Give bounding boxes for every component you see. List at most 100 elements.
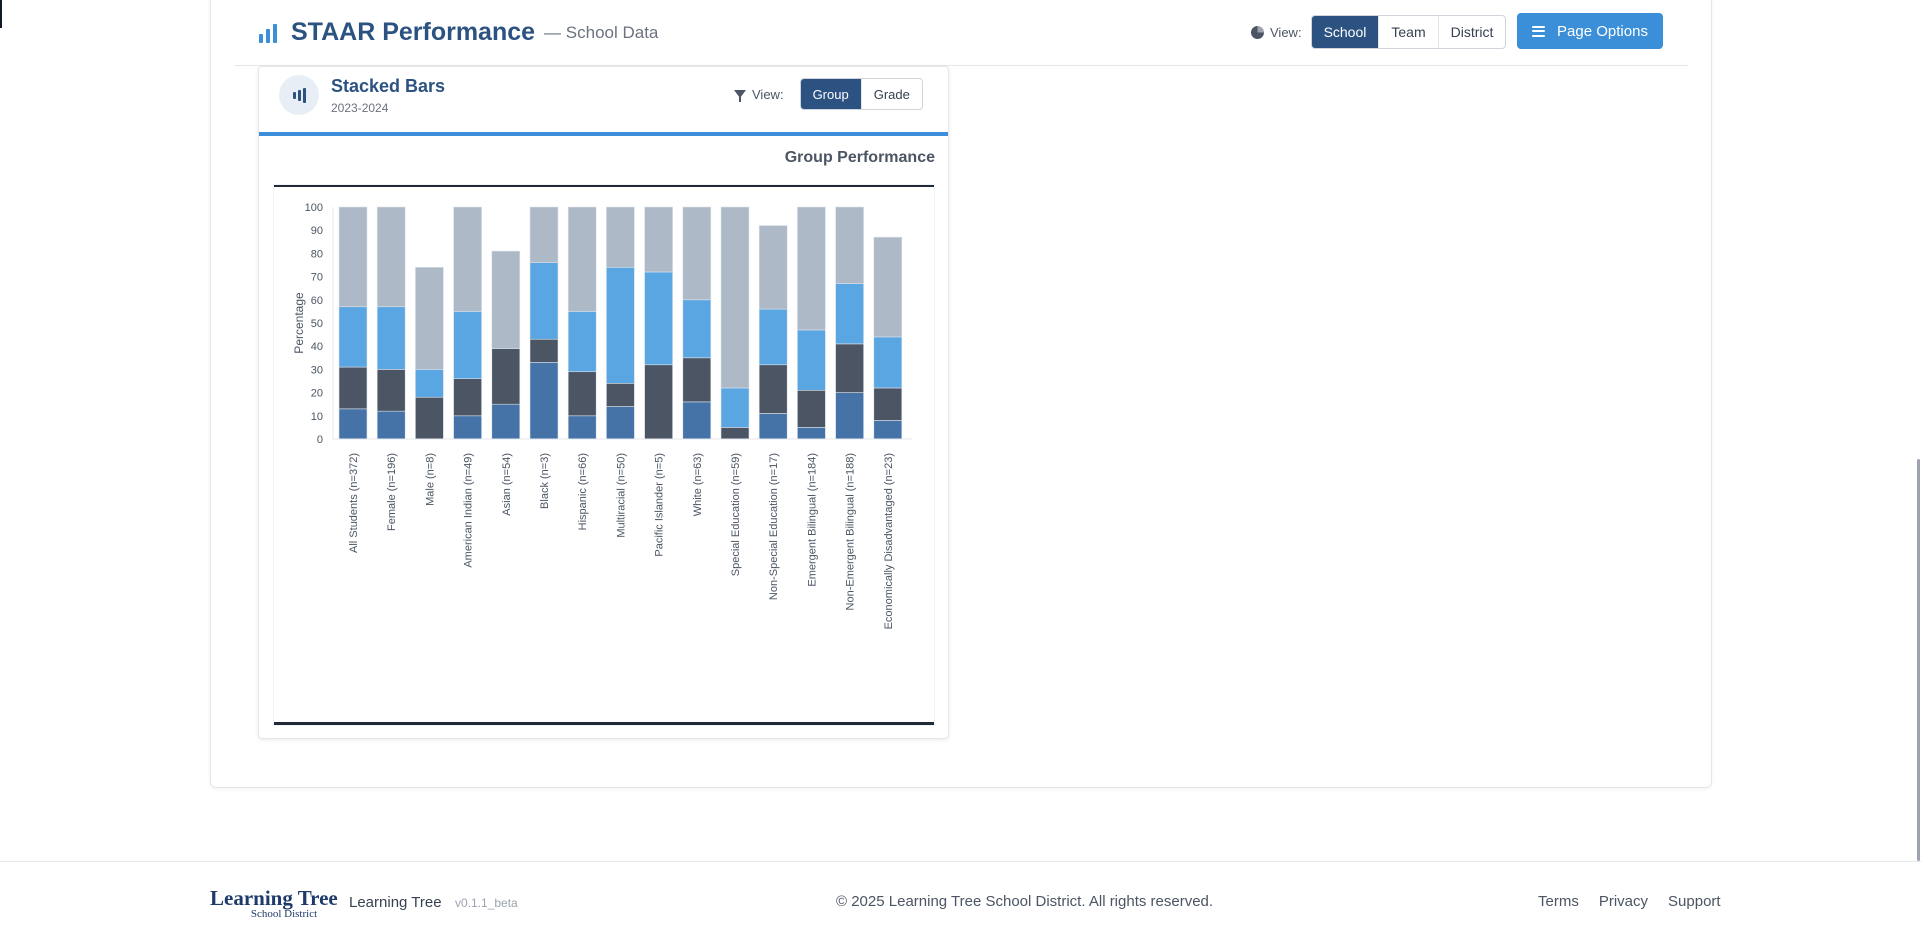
view-group-button[interactable]: Group [800, 79, 862, 109]
pie-chart-icon [1251, 25, 1264, 39]
x-tick-label: Emergent Bilingual (n=184) [806, 453, 818, 587]
view-school-button[interactable]: School [1311, 16, 1380, 48]
bar-segment-4[interactable] [835, 206, 864, 284]
view-team-button[interactable]: Team [1379, 16, 1439, 48]
bar-segment-4[interactable] [873, 236, 903, 338]
y-tick-label: 10 [311, 411, 323, 423]
bar-segment-4[interactable] [758, 225, 788, 310]
bar-segment-4[interactable] [682, 206, 712, 301]
bar-segment-1[interactable] [873, 420, 903, 440]
filter-icon [734, 90, 746, 102]
bar-segment-3[interactable] [644, 271, 673, 366]
bar-segment-1[interactable] [491, 403, 521, 440]
bar-segment-1[interactable] [338, 408, 368, 440]
bar-segment-2[interactable] [873, 387, 903, 421]
x-tick-label: Non-Emergent Bilingual (n=188) [845, 453, 857, 610]
bar-segment-2[interactable] [453, 378, 482, 417]
chart-card-header: Stacked Bars 2023-2024 View: Group Grade [259, 67, 948, 136]
sliders-icon [1532, 25, 1546, 37]
bar-segment-1[interactable] [567, 415, 597, 440]
bar-segment-4[interactable] [644, 206, 673, 273]
bar-segment-3[interactable] [567, 311, 597, 373]
bar-segment-4[interactable] [338, 206, 368, 308]
bar-segment-3[interactable] [835, 283, 864, 345]
chart-view-label: View: [752, 86, 784, 102]
bar-segment-1[interactable] [797, 427, 826, 440]
bar-segment-4[interactable] [491, 250, 521, 349]
bar-segment-2[interactable] [797, 389, 826, 428]
bar-segment-3[interactable] [415, 369, 444, 398]
view-district-button[interactable]: District [1450, 24, 1494, 40]
x-tick-label: Hispanic (n=66) [577, 453, 589, 530]
x-tick-label: Female (n=196) [386, 453, 398, 531]
bar-segment-3[interactable] [873, 336, 903, 389]
page-title: STAAR Performance [291, 17, 536, 46]
bar-segment-2[interactable] [720, 427, 750, 440]
bar-segment-4[interactable] [797, 206, 826, 331]
bar-segment-4[interactable] [453, 206, 482, 312]
bar-segment-2[interactable] [567, 371, 597, 417]
y-tick-label: 70 [311, 272, 323, 284]
bar-segment-3[interactable] [682, 299, 712, 359]
page-header: STAAR Performance — School Data View: Sc… [235, 0, 1688, 66]
bar-chart-icon [259, 21, 281, 43]
support-link[interactable]: Support [1668, 893, 1721, 910]
bar-segment-2[interactable] [682, 357, 712, 403]
y-tick-label: 20 [311, 388, 323, 400]
bar-segment-1[interactable] [682, 401, 712, 440]
bar-segment-1[interactable] [835, 392, 864, 440]
bar-segment-1[interactable] [529, 362, 559, 440]
terms-link[interactable]: Terms [1538, 893, 1579, 910]
bar-segment-2[interactable] [835, 343, 864, 393]
bar-segment-2[interactable] [529, 338, 559, 363]
bar-segment-3[interactable] [758, 308, 788, 366]
y-tick-label: 90 [311, 225, 323, 237]
bar-segment-1[interactable] [453, 415, 482, 440]
bar-segment-4[interactable] [720, 206, 750, 389]
view-label: View: [1270, 24, 1302, 40]
bar-segment-3[interactable] [797, 329, 826, 391]
page-scrollbar[interactable] [1917, 459, 1920, 861]
x-tick-label: Economically Disadvantaged (n=23) [883, 453, 895, 629]
chart-container: 0 10 20 30 40 50 60 70 80 90 100 Percentage All Stud… [274, 185, 934, 725]
x-tick-label: American Indian (n=49) [463, 453, 475, 568]
bar-segment-3[interactable] [720, 387, 750, 428]
copyright-text: © 2025 Learning Tree School District. Al… [836, 893, 1214, 910]
y-tick-label: 60 [311, 295, 323, 307]
version-label: v0.1.1_beta [455, 896, 518, 910]
bar-segment-3[interactable] [376, 306, 406, 370]
bar-segment-1[interactable] [606, 406, 635, 440]
bar-segment-3[interactable] [338, 306, 368, 368]
bar-segment-2[interactable] [415, 396, 444, 440]
page-subtitle: — School Data [544, 23, 659, 42]
bar-segment-2[interactable] [338, 366, 368, 410]
bar-segment-4[interactable] [567, 206, 597, 312]
y-tick-label: 40 [311, 341, 323, 353]
bar-segment-3[interactable] [606, 267, 635, 384]
bar-segment-2[interactable] [644, 364, 673, 440]
bar-segment-2[interactable] [376, 369, 406, 412]
view-grade-button[interactable]: Grade [873, 86, 910, 102]
page-options-label: Page Options [1557, 22, 1648, 40]
bar-segment-4[interactable] [606, 206, 635, 268]
bar-segment-4[interactable] [376, 206, 406, 308]
y-axis-label: Percentage [292, 292, 306, 354]
district-logo: Learning Tree School District [210, 888, 342, 921]
bar-segment-2[interactable] [758, 364, 788, 414]
bar-segment-3[interactable] [529, 262, 559, 340]
bar-segment-2[interactable] [606, 383, 635, 407]
text-cursor-mark [0, 0, 2, 28]
bar-segment-4[interactable] [529, 206, 559, 263]
page-options-button[interactable]: Page Options [1517, 13, 1663, 49]
x-tick-label: Asian (n=54) [501, 453, 513, 516]
bar-segment-3[interactable] [453, 311, 482, 379]
chart-view-switcher: View: Group Grade [734, 78, 923, 110]
privacy-link[interactable]: Privacy [1598, 893, 1649, 910]
bar-segment-1[interactable] [376, 410, 406, 440]
bar-segment-2[interactable] [491, 348, 521, 405]
x-tick-label: Non-Special Education (n=17) [768, 453, 780, 600]
brand-name: Learning Tree [349, 894, 442, 911]
bar-segment-1[interactable] [758, 413, 788, 440]
bar-segment-4[interactable] [415, 267, 444, 370]
logo-sub-text: School District [250, 908, 318, 920]
